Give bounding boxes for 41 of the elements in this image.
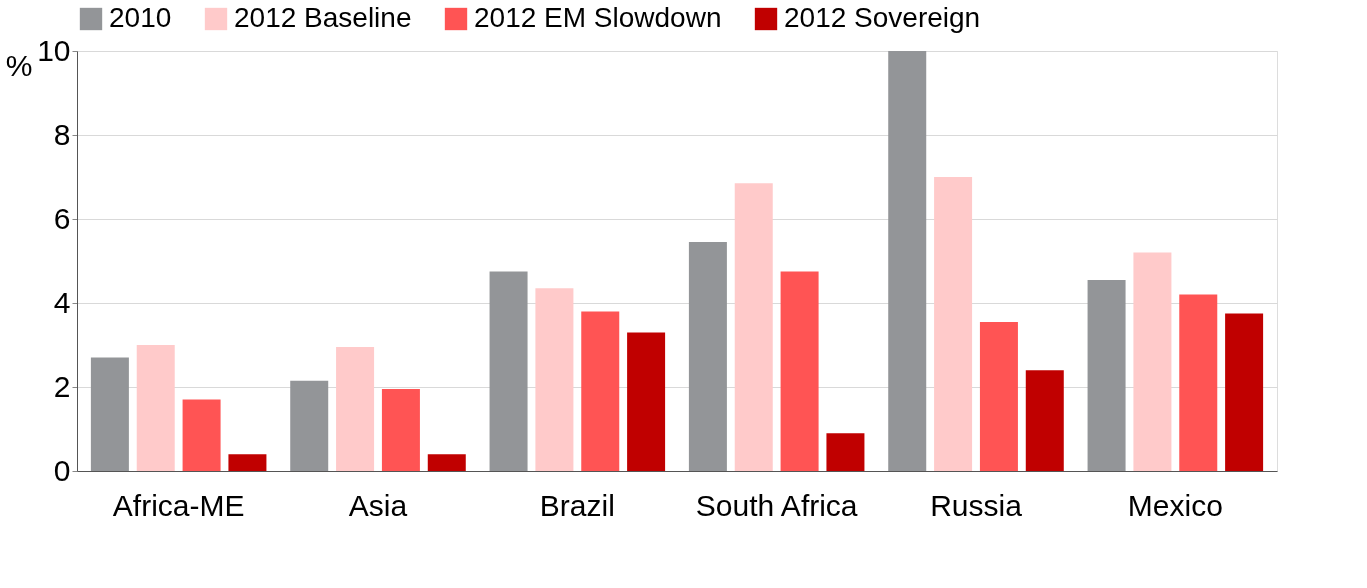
legend-label: 2012 Baseline bbox=[234, 2, 412, 33]
bar bbox=[826, 433, 865, 471]
bar bbox=[979, 321, 1018, 471]
x-tick-label: Mexico bbox=[1127, 488, 1223, 522]
bar bbox=[228, 454, 267, 471]
bar bbox=[688, 242, 727, 471]
bar bbox=[535, 288, 574, 471]
bar bbox=[1087, 279, 1126, 471]
y-tick-label: 2 bbox=[53, 369, 71, 403]
y-tick-label: 10 bbox=[37, 33, 71, 67]
x-tick-label: Asia bbox=[348, 488, 408, 522]
bar bbox=[489, 271, 528, 471]
bar bbox=[381, 389, 420, 471]
bar bbox=[627, 332, 666, 471]
bar bbox=[888, 51, 927, 471]
y-axis-title: % bbox=[5, 48, 33, 82]
x-tick-label: Brazil bbox=[539, 488, 615, 522]
y-tick-label: 8 bbox=[53, 117, 71, 151]
legend-label: 2010 bbox=[109, 2, 172, 33]
x-tick-label: Africa-ME bbox=[112, 488, 245, 522]
bar bbox=[427, 454, 466, 471]
bar bbox=[182, 399, 221, 471]
bar bbox=[934, 177, 973, 471]
y-tick-label: 4 bbox=[53, 285, 71, 319]
x-tick-label: South Africa bbox=[695, 488, 858, 522]
bar bbox=[336, 347, 375, 471]
bar bbox=[780, 271, 819, 471]
x-tick-label: Russia bbox=[930, 488, 1023, 522]
bar bbox=[136, 345, 175, 471]
legend-label: 2012 EM Slowdown bbox=[474, 2, 722, 33]
bar bbox=[90, 357, 129, 471]
bar bbox=[1133, 252, 1172, 471]
bar bbox=[1179, 294, 1218, 471]
bar bbox=[1225, 313, 1264, 471]
bar bbox=[290, 380, 329, 471]
bar bbox=[581, 311, 620, 471]
bar bbox=[734, 183, 773, 471]
bar bbox=[1025, 370, 1064, 471]
legend-label: 2012 Sovereign bbox=[784, 2, 981, 33]
y-tick-label: 6 bbox=[53, 201, 71, 235]
y-tick-label: 0 bbox=[53, 453, 71, 487]
